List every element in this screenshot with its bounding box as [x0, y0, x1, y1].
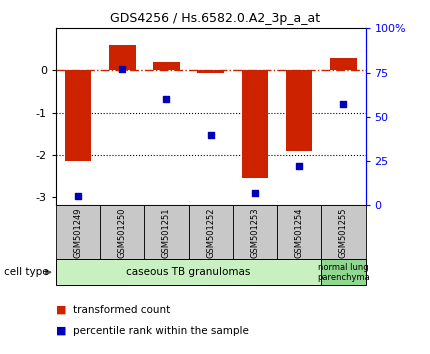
- Bar: [144, 205, 189, 260]
- Bar: [197, 70, 224, 73]
- Bar: [56, 259, 321, 285]
- Text: caseous TB granulomas: caseous TB granulomas: [126, 267, 251, 277]
- Point: [119, 66, 126, 72]
- Text: ■: ■: [56, 305, 66, 315]
- Point: [252, 190, 258, 196]
- Bar: [321, 205, 366, 260]
- Bar: [233, 205, 277, 260]
- Bar: [65, 70, 91, 161]
- Text: transformed count: transformed count: [73, 305, 170, 315]
- Text: GSM501255: GSM501255: [339, 207, 348, 258]
- Bar: [330, 58, 356, 70]
- Text: GSM501254: GSM501254: [295, 207, 304, 258]
- Point: [296, 164, 303, 169]
- Text: GSM501250: GSM501250: [118, 207, 127, 258]
- Bar: [109, 45, 135, 70]
- Bar: [100, 205, 144, 260]
- Bar: [321, 259, 366, 285]
- Bar: [242, 70, 268, 178]
- Text: GSM501251: GSM501251: [162, 207, 171, 258]
- Text: normal lung
parenchyma: normal lung parenchyma: [317, 263, 370, 282]
- Point: [163, 96, 170, 102]
- Bar: [277, 205, 321, 260]
- Text: GDS4256 / Hs.6582.0.A2_3p_a_at: GDS4256 / Hs.6582.0.A2_3p_a_at: [110, 12, 320, 25]
- Bar: [286, 70, 313, 150]
- Text: GSM501252: GSM501252: [206, 207, 215, 258]
- Text: percentile rank within the sample: percentile rank within the sample: [73, 326, 249, 336]
- Bar: [56, 205, 100, 260]
- Point: [340, 102, 347, 107]
- Bar: [189, 205, 233, 260]
- Text: cell type: cell type: [4, 267, 49, 277]
- Point: [74, 194, 81, 199]
- Bar: [153, 62, 180, 70]
- Text: GSM501253: GSM501253: [250, 207, 259, 258]
- Text: ■: ■: [56, 326, 66, 336]
- Point: [207, 132, 214, 137]
- Text: GSM501249: GSM501249: [74, 207, 83, 258]
